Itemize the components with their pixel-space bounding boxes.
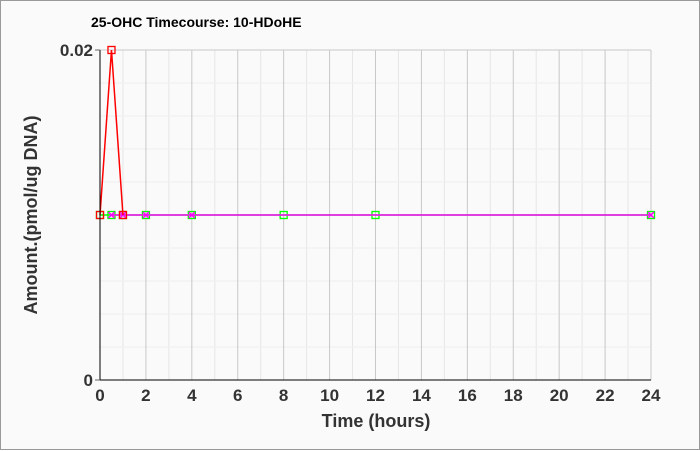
marker-stroke: [188, 211, 196, 219]
marker-stroke: [647, 211, 655, 219]
marker-stroke: [107, 211, 116, 219]
chart-title: 25-OHC Timecourse: 10-HDoHE: [91, 14, 302, 30]
data-point: [142, 211, 150, 219]
data-point: [188, 211, 196, 219]
x-tick-label: 20: [550, 386, 569, 405]
x-tick-label: 22: [596, 386, 615, 405]
y-tick-label: 0: [84, 371, 93, 390]
marker-stroke: [142, 211, 150, 219]
data-point: [107, 45, 116, 55]
x-tick-label: 14: [412, 386, 431, 405]
y-tick-label: 0.02: [60, 41, 93, 60]
data-point: [118, 210, 128, 220]
data-point: [647, 211, 655, 219]
x-tick-label: 10: [320, 386, 339, 405]
x-tick-label: 16: [458, 386, 477, 405]
series-line: [99, 49, 124, 216]
x-tick-label: 0: [95, 386, 104, 405]
x-tick-label: 8: [279, 386, 288, 405]
data-point: [107, 211, 116, 219]
y-axis-label: Amount.(pmol/ug DNA): [21, 116, 41, 315]
x-tick-label: 4: [187, 386, 197, 405]
x-tick-label: 24: [642, 386, 661, 405]
x-axis-label: Time (hours): [322, 411, 431, 431]
x-tick-label: 2: [141, 386, 150, 405]
x-tick-label: 12: [366, 386, 385, 405]
x-tick-label: 6: [233, 386, 242, 405]
x-tick-label: 18: [504, 386, 523, 405]
